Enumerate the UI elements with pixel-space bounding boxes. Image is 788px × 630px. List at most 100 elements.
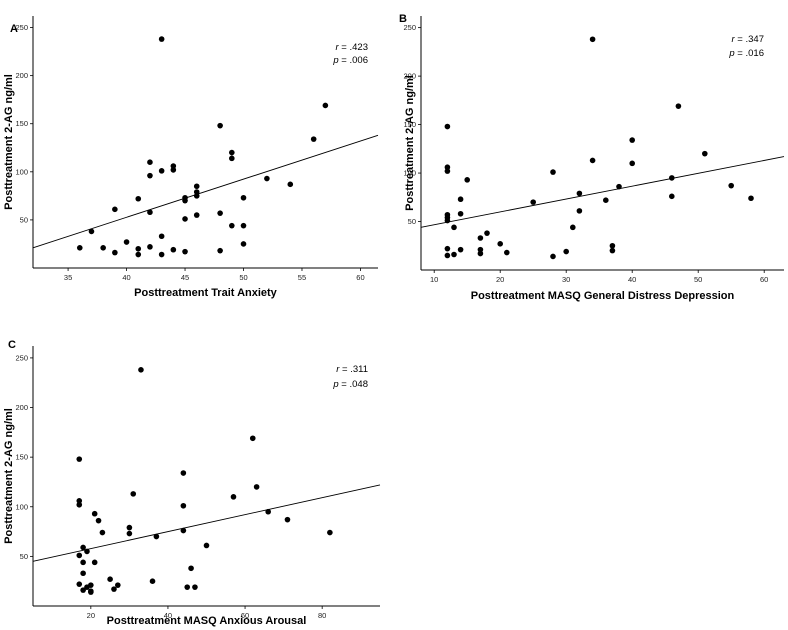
data-point: [76, 501, 83, 508]
data-point: [264, 175, 270, 182]
data-point: [230, 494, 237, 500]
data-point: [135, 195, 142, 202]
y-tick-label: 50: [408, 217, 416, 226]
x-axis-title: Posttreatment MASQ General Distress Depr…: [471, 290, 735, 302]
y-tick-label: 250: [15, 23, 28, 32]
data-point: [550, 253, 556, 260]
p-label: p: [332, 379, 338, 390]
data-point: [88, 589, 94, 595]
data-point: [95, 517, 102, 524]
data-point: [229, 222, 235, 229]
correlation-r: r = .423: [336, 42, 369, 53]
y-tick-label: 200: [15, 71, 28, 80]
x-tick-label: 30: [562, 275, 570, 284]
data-point: [253, 484, 260, 490]
y-axis-title: Posttreatment 2-AG ng/ml: [3, 408, 15, 544]
data-point: [91, 510, 98, 517]
panel-letter: A: [10, 23, 18, 35]
data-point: [229, 149, 235, 156]
data-point: [444, 164, 451, 171]
data-point: [158, 251, 165, 258]
r-value: = .423: [339, 42, 368, 53]
data-point: [477, 246, 484, 253]
data-point: [80, 544, 86, 551]
data-point: [444, 123, 451, 130]
data-point: [193, 183, 200, 190]
data-point: [240, 241, 247, 247]
data-point: [76, 456, 83, 462]
chart-panel-a: 50 100 150 200 250 35 40 45 50 55 60 A Posttreatment…: [3, 16, 379, 299]
y-axis-title: Posttreatment 2-AG ng/ml: [404, 75, 416, 211]
data-point: [158, 233, 165, 240]
data-point: [80, 570, 86, 577]
data-point: [217, 247, 223, 254]
data-point: [147, 209, 153, 216]
p-label: p: [332, 55, 338, 66]
data-point: [477, 250, 484, 257]
data-point: [76, 245, 83, 251]
data-point: [576, 208, 583, 214]
data-point: [451, 224, 457, 231]
data-point: [444, 217, 451, 224]
y-tick-label: 200: [15, 403, 28, 412]
data-point: [88, 582, 94, 588]
data-point: [457, 210, 464, 217]
data-point: [193, 193, 200, 199]
y-tick-label: 150: [403, 120, 416, 129]
r-label: r: [732, 34, 736, 45]
data-point: [616, 183, 622, 190]
r-value: = .347: [735, 34, 764, 45]
data-point: [240, 194, 247, 201]
correlation-r: r = .347: [732, 34, 765, 45]
y-tick-label: 250: [15, 353, 28, 362]
data-point: [115, 582, 121, 588]
y-tick-label: 100: [15, 167, 28, 176]
correlation-r: r = .311: [336, 364, 368, 375]
data-point: [184, 584, 191, 590]
data-point: [130, 491, 137, 497]
data-point: [589, 157, 596, 164]
data-point: [322, 102, 329, 109]
data-point: [100, 245, 106, 251]
x-tick-label: 50: [694, 275, 702, 284]
data-point: [80, 559, 86, 566]
data-point: [158, 36, 165, 42]
x-tick-label: 40: [122, 273, 130, 282]
data-point: [91, 559, 98, 566]
data-point: [748, 195, 754, 202]
data-point: [477, 235, 484, 241]
data-point: [138, 367, 144, 373]
data-point: [180, 527, 187, 534]
data-point: [193, 189, 200, 195]
data-point: [265, 508, 271, 515]
data-point: [193, 212, 200, 218]
data-point: [217, 122, 223, 129]
data-point: [158, 168, 165, 174]
data-point: [135, 251, 142, 258]
data-point: [444, 245, 451, 252]
p-value: = .048: [339, 379, 368, 390]
data-point: [170, 163, 177, 169]
data-point: [153, 533, 160, 540]
x-tick-label: 40: [164, 611, 172, 620]
x-tick-label: 45: [181, 273, 189, 282]
y-tick-label: 50: [20, 552, 28, 561]
data-point: [457, 246, 464, 253]
data-point: [76, 552, 83, 559]
data-point: [203, 542, 210, 549]
r-label: r: [336, 42, 340, 53]
data-point: [135, 245, 142, 252]
data-point: [669, 175, 675, 181]
data-point: [240, 222, 247, 229]
x-tick-label: 60: [356, 273, 364, 282]
data-point: [182, 216, 188, 222]
data-point: [576, 190, 583, 197]
p-value: = .006: [339, 55, 368, 66]
regression-line: [420, 156, 785, 228]
data-point: [149, 578, 156, 584]
data-point: [327, 529, 333, 536]
data-point: [229, 155, 235, 162]
data-point: [112, 206, 118, 213]
data-point: [147, 159, 153, 165]
